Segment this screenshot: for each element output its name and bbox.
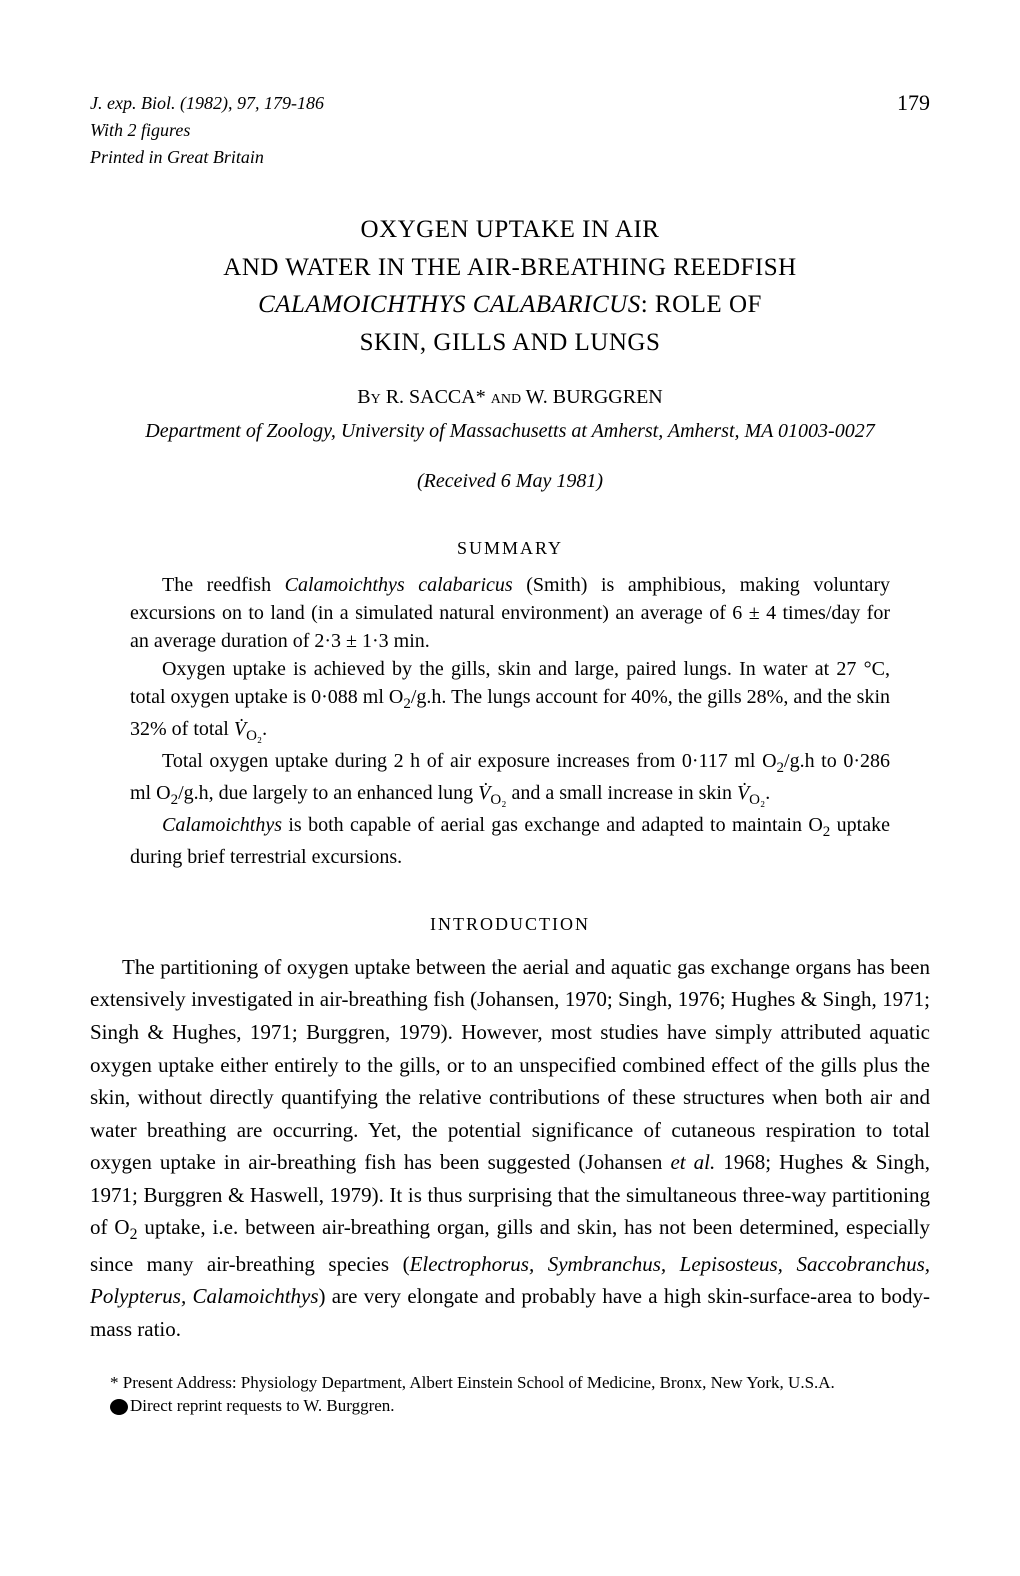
summary-block: The reedfish Calamoichthys calabaricus (… bbox=[130, 571, 890, 871]
footnotes: * Present Address: Physiology Department… bbox=[90, 1371, 930, 1419]
affiliation: Department of Zoology, University of Mas… bbox=[90, 417, 930, 445]
title-line4: SKIN, GILLS AND LUNGS bbox=[360, 329, 661, 356]
summary-para-4: Calamoichthys is both capable of aerial … bbox=[130, 811, 890, 871]
printed-note: Printed in Great Britain bbox=[90, 144, 930, 171]
introduction-block: INTRODUCTION The partitioning of oxygen … bbox=[90, 911, 930, 1346]
black-marker bbox=[110, 1399, 128, 1415]
summary-para-3: Total oxygen uptake during 2 h of air ex… bbox=[130, 747, 890, 811]
footnote-2: Direct reprint requests to W. Burggren. bbox=[90, 1394, 930, 1418]
title-line1: OXYGEN UPTAKE IN AIR bbox=[361, 216, 660, 243]
journal-reference: J. exp. Biol. (1982), 97, 179-186 bbox=[90, 90, 930, 117]
summary-heading: SUMMARY bbox=[90, 538, 930, 559]
authors-line: By R. SACCA* and W. BURGGREN bbox=[90, 386, 930, 409]
authors-by: By bbox=[357, 386, 380, 408]
title-line2: AND WATER IN THE AIR-BREATHING REEDFISH bbox=[223, 254, 796, 281]
introduction-heading: INTRODUCTION bbox=[90, 911, 930, 939]
footnote-1: * Present Address: Physiology Department… bbox=[90, 1371, 930, 1395]
authors-names: R. SACCA* and W. BURGGREN bbox=[381, 386, 663, 408]
page-container: J. exp. Biol. (1982), 97, 179-186 With 2… bbox=[0, 0, 1020, 1478]
title-line3-rest: : ROLE OF bbox=[641, 291, 762, 318]
summary-para-2: Oxygen uptake is achieved by the gills, … bbox=[130, 655, 890, 747]
summary-para-1: The reedfish Calamoichthys calabaricus (… bbox=[130, 571, 890, 655]
page-number: 179 bbox=[897, 90, 930, 116]
article-title: OXYGEN UPTAKE IN AIR AND WATER IN THE AI… bbox=[130, 211, 890, 361]
title-species: CALAMOICHTHYS CALABARICUS bbox=[258, 291, 641, 318]
journal-header: J. exp. Biol. (1982), 97, 179-186 With 2… bbox=[90, 90, 930, 171]
received-date: (Received 6 May 1981) bbox=[90, 470, 930, 493]
figures-note: With 2 figures bbox=[90, 117, 930, 144]
introduction-para: The partitioning of oxygen uptake betwee… bbox=[90, 951, 930, 1346]
